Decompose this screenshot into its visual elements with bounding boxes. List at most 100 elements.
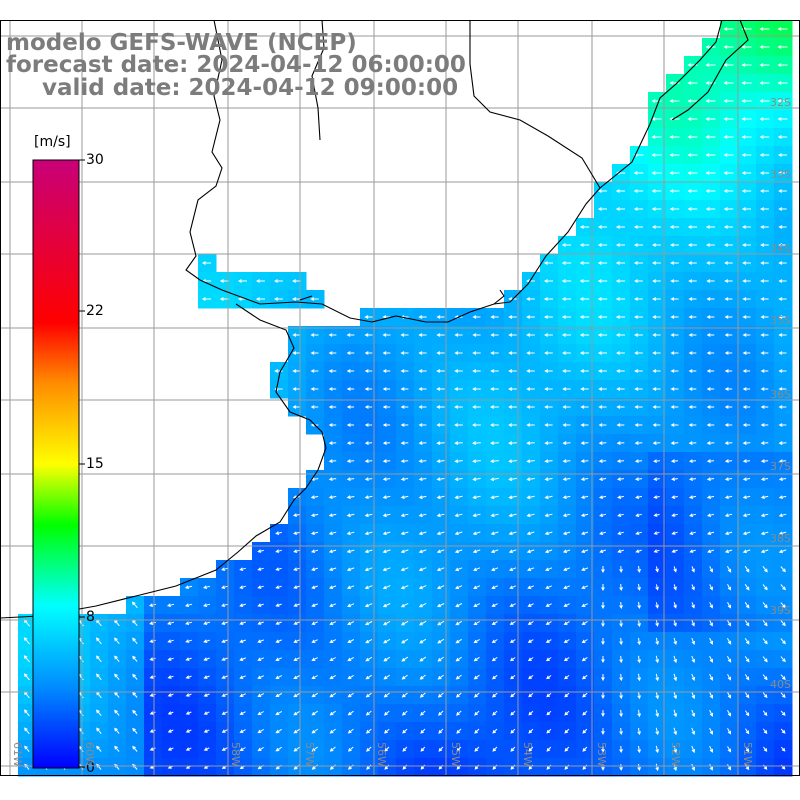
wind-arrow (454, 477, 463, 482)
wind-arrow (670, 441, 679, 445)
wind-arrow (420, 746, 426, 752)
wind-arrow (760, 369, 769, 373)
wind-arrow (655, 709, 660, 718)
wind-arrow (724, 405, 733, 409)
wind-arrow (275, 603, 282, 607)
wind-arrow (691, 620, 695, 627)
wind-arrow (364, 369, 373, 373)
wind-arrow (400, 531, 409, 536)
wind-arrow (400, 602, 409, 608)
wind-arrow (364, 477, 373, 481)
wind-arrow (201, 261, 211, 265)
wind-arrow (472, 441, 481, 445)
wind-arrow (655, 620, 659, 627)
wind-arrow (724, 441, 733, 445)
colorbar-tick-0: 0 (86, 760, 95, 776)
wind-arrow (474, 710, 480, 716)
wind-arrow (24, 745, 30, 753)
wind-arrow (762, 656, 768, 663)
wind-arrow (293, 746, 300, 752)
wind-arrow (673, 655, 678, 664)
wind-arrow (292, 387, 301, 391)
wind-arrow (383, 674, 390, 680)
wind-arrow (293, 639, 300, 643)
wind-arrow (526, 477, 535, 482)
wind-arrow (561, 315, 572, 319)
wind-arrow (293, 585, 300, 589)
wind-arrow (275, 531, 282, 535)
wind-arrow (23, 673, 30, 681)
wind-arrow (687, 189, 698, 193)
wind-arrow (239, 729, 246, 733)
wind-arrow (671, 477, 678, 481)
wind-arrow (741, 63, 752, 67)
wind-arrow (366, 746, 372, 752)
wind-arrow (454, 405, 463, 409)
wind-arrow (329, 585, 337, 589)
wind-arrow (561, 243, 572, 247)
wind-arrow (473, 567, 481, 572)
wind-arrow (637, 691, 641, 700)
uruguay-coast (185, 19, 723, 323)
wind-arrow (673, 620, 677, 627)
wind-arrow (655, 727, 660, 736)
wind-arrow (329, 710, 336, 716)
wind-arrow (723, 207, 734, 211)
wind-arrow (490, 459, 499, 464)
wind-arrow (579, 279, 590, 283)
wind-arrow (655, 655, 659, 664)
wind-arrow (760, 279, 769, 283)
wind-arrow (580, 477, 589, 481)
wind-arrow (293, 567, 300, 571)
wind-arrow (597, 279, 608, 283)
wind-arrow (742, 315, 751, 319)
wind-arrow (491, 567, 499, 572)
wind-arrow (275, 657, 283, 661)
wind-arrow (688, 315, 697, 319)
wind-arrow (706, 279, 715, 283)
wind-arrow (96, 745, 102, 752)
wind-arrow (420, 728, 426, 734)
wind-arrow (562, 549, 571, 554)
wind-arrow (328, 549, 337, 553)
wind-arrow (709, 602, 713, 609)
wind-arrow (637, 727, 641, 736)
wind-arrow (563, 585, 570, 589)
wind-arrow (311, 710, 318, 716)
wind-arrow (687, 207, 698, 211)
wind-arrow (688, 279, 697, 283)
wind-arrow (724, 279, 733, 283)
wind-arrow (418, 602, 427, 608)
wind-arrow (347, 603, 355, 608)
wind-arrow (472, 369, 481, 373)
wind-arrow (760, 459, 769, 463)
wind-arrow (780, 584, 786, 591)
wind-arrow (382, 315, 391, 319)
wind-arrow (744, 692, 750, 699)
wind-arrow (438, 728, 444, 734)
wind-arrow (742, 423, 751, 427)
wind-arrow (599, 531, 607, 535)
wind-arrow (562, 351, 571, 355)
wind-arrow (527, 603, 534, 607)
wind-arrow (382, 513, 391, 518)
wind-arrow (709, 620, 713, 627)
wind-arrow (275, 621, 282, 625)
wind-arrow (760, 423, 769, 427)
wind-arrow (651, 189, 662, 193)
wind-arrow (455, 620, 463, 626)
wind-arrow (601, 674, 605, 682)
wind-arrow (221, 657, 228, 661)
wind-arrow (436, 531, 445, 536)
wind-arrow (114, 727, 120, 734)
wind-arrow (545, 639, 552, 643)
wind-arrow (490, 369, 499, 373)
wind-arrow (705, 99, 716, 103)
wind-arrow (687, 171, 698, 175)
wind-arrow (364, 513, 373, 518)
wind-arrow (723, 189, 734, 193)
wind-arrow (528, 710, 534, 716)
wind-arrow (544, 495, 553, 500)
wind-arrow (509, 657, 516, 662)
wind-arrow (437, 674, 444, 680)
